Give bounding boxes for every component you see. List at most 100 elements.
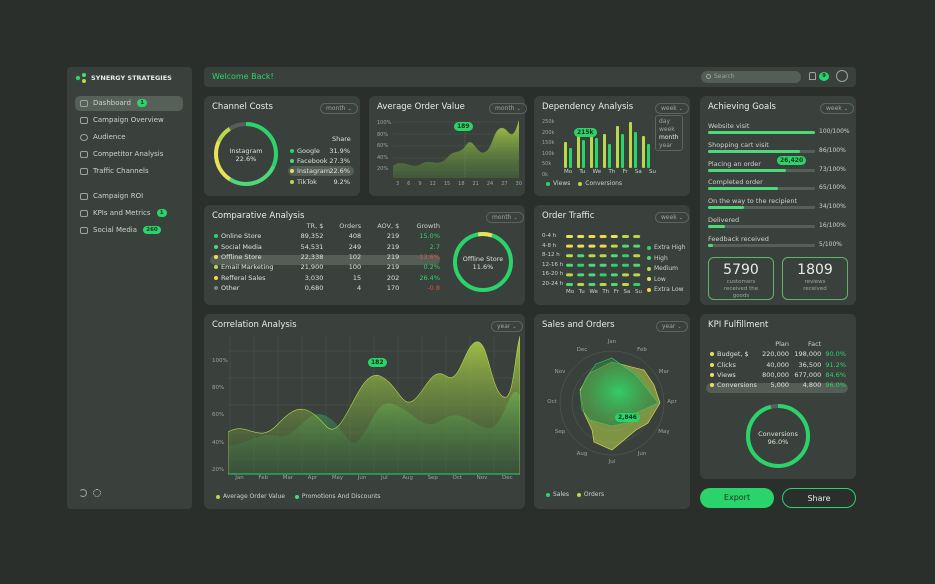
cell-tr: 22,338 bbox=[300, 253, 324, 262]
sidebar-item-competitor-analysis[interactable]: Competitor Analysis bbox=[75, 147, 183, 162]
x-tick: 12 bbox=[429, 181, 436, 187]
col-header: AOV, $ bbox=[377, 222, 400, 231]
offline-store-donut bbox=[453, 232, 513, 292]
sales-legend: Sales Orders bbox=[546, 491, 604, 498]
row-label: Online Store bbox=[221, 232, 262, 241]
y-tick: 80% bbox=[377, 131, 389, 138]
period-select[interactable]: month ⌄ bbox=[489, 103, 527, 114]
table-row[interactable]: Online Store 89,352 408 219 15.0% bbox=[214, 231, 440, 241]
sidebar-item-kpis[interactable]: KPIs and Metrics 1 bbox=[75, 206, 183, 221]
search-input[interactable]: Search bbox=[701, 71, 801, 83]
table-row[interactable]: Offline Store 22,338 102 219 -13.6% bbox=[214, 252, 440, 262]
legend-dot bbox=[546, 181, 550, 186]
goals-tooltip: 26,420 bbox=[777, 156, 807, 165]
x-tick: Sa bbox=[623, 289, 631, 295]
period-select[interactable]: week ⌄ bbox=[820, 103, 854, 114]
export-button[interactable]: Export bbox=[700, 488, 774, 508]
row-name: Other bbox=[214, 283, 284, 293]
period-select[interactable]: month ⌄ bbox=[486, 212, 524, 223]
stat-value: 1809 bbox=[797, 262, 833, 278]
sidebar-item-campaign-overview[interactable]: Campaign Overview bbox=[75, 113, 183, 128]
avatar[interactable] bbox=[836, 70, 848, 82]
goal-label: Delivered bbox=[708, 216, 740, 224]
light-mode-icon[interactable] bbox=[93, 489, 101, 497]
table-row[interactable]: Email Marketing 21,900 100 219 0.2% bbox=[214, 262, 440, 272]
heatmap-cell bbox=[610, 273, 618, 277]
sidebar-item-social-media[interactable]: Social Media 260 bbox=[75, 223, 183, 238]
table-row[interactable]: Refferal Sales 3,030 15 202 26.4% bbox=[214, 272, 440, 282]
period-select[interactable]: week ⌄ bbox=[655, 103, 689, 114]
table-row[interactable]: Social Media 54,531 249 219 2.7 bbox=[214, 242, 440, 252]
period-select[interactable]: week ⌄ bbox=[655, 212, 689, 223]
table-row[interactable]: Clicks 40,000 36,500 91.2% bbox=[710, 360, 846, 370]
goal-value: 73/100% bbox=[819, 165, 846, 173]
table-row[interactable]: Budget, $ 220,000 198,000 90.0% bbox=[710, 349, 846, 359]
x-axis-labels: Mo Tu We Th Fr Sa Su bbox=[564, 169, 656, 175]
traffic-legend: Extra High High Medium Low Extra Low bbox=[647, 243, 686, 296]
radar-month-label: Oct bbox=[547, 399, 557, 405]
dark-mode-icon[interactable] bbox=[79, 489, 87, 497]
period-select[interactable]: year ⌄ bbox=[656, 321, 688, 332]
menu-item-week[interactable]: week bbox=[659, 126, 675, 133]
goal-label: Shopping cart visit bbox=[708, 140, 769, 149]
stat-label: customers received the goods bbox=[723, 279, 759, 299]
share-button[interactable]: Share bbox=[782, 488, 856, 508]
x-axis-labels: 3 6 9 12 15 18 21 24 27 30 bbox=[396, 181, 522, 187]
menu-item-year[interactable]: year bbox=[659, 142, 673, 149]
cell-growth: 15.0% bbox=[419, 232, 440, 241]
table-row[interactable]: Views 800,000 677,000 84.6% bbox=[710, 370, 846, 380]
cell-plan: 40,000 bbox=[766, 360, 790, 369]
heatmap-cell bbox=[610, 283, 618, 286]
legend-dot bbox=[290, 159, 294, 163]
cell-aov: 202 bbox=[386, 273, 400, 282]
heatmap-cell bbox=[577, 283, 585, 286]
menu-item-day[interactable]: day bbox=[659, 118, 671, 125]
table-row[interactable]: Other 0,680 4 170 -0.8 bbox=[214, 283, 440, 293]
table-row[interactable]: Conversions 5,000 4,800 96.0% bbox=[710, 380, 846, 390]
chevron-down-icon: ⌄ bbox=[512, 324, 517, 330]
share-row-instagram[interactable]: Instagram 22.6% bbox=[288, 166, 354, 176]
goal-bar-fill bbox=[708, 225, 726, 228]
row-label: Clicks bbox=[717, 360, 736, 369]
x-tick: 18 bbox=[458, 181, 465, 187]
legend-dot bbox=[647, 245, 651, 250]
badge: 260 bbox=[143, 226, 161, 234]
col-header: Growth bbox=[416, 222, 440, 231]
traffic-heatmap bbox=[566, 235, 641, 286]
y-tick: 100% bbox=[377, 120, 392, 126]
notification-icon[interactable] bbox=[809, 72, 816, 80]
sidebar-item-dashboard[interactable]: Dashboard 1 bbox=[75, 96, 183, 111]
cell-tr: 21,900 bbox=[300, 263, 324, 272]
heatmap-cell bbox=[599, 244, 607, 248]
radar-month-label: Nov bbox=[554, 369, 566, 375]
cell-aov: 219 bbox=[386, 232, 400, 241]
comparative-card: Comparative Analysis month ⌄ TR, $ Orders A… bbox=[204, 205, 525, 305]
competitor-icon bbox=[80, 151, 88, 158]
row-label: 20-24 h bbox=[542, 281, 564, 287]
period-select[interactable]: year ⌄ bbox=[491, 321, 523, 332]
radar-month-label: Mar bbox=[658, 369, 670, 375]
heatmap-cell bbox=[622, 235, 629, 238]
period-select[interactable]: month ⌄ bbox=[320, 103, 358, 114]
heatmap-cell bbox=[633, 235, 641, 238]
sidebar-item-audience[interactable]: Audience bbox=[75, 130, 183, 145]
legend-dot bbox=[214, 265, 218, 270]
x-tick: Dec bbox=[501, 475, 513, 481]
heatmap-cell bbox=[633, 244, 641, 248]
sidebar-item-campaign-roi[interactable]: Campaign ROI bbox=[75, 189, 183, 204]
row-label: Email Marketing bbox=[221, 263, 274, 272]
cell-pct: 91.2% bbox=[825, 360, 846, 369]
heatmap-cell bbox=[588, 263, 596, 267]
share-row-google: Google 31.9% bbox=[290, 147, 354, 155]
menu-item-month[interactable]: month bbox=[659, 134, 679, 141]
sidebar-item-traffic-channels[interactable]: Traffic Channels bbox=[75, 164, 183, 179]
cell-tr: 3,030 bbox=[304, 273, 324, 282]
cell-fact: 198,000 bbox=[794, 350, 822, 359]
stat-value: 5790 bbox=[723, 262, 759, 278]
search-icon bbox=[706, 74, 711, 79]
y-tick: 100k bbox=[542, 150, 555, 157]
period-value: week bbox=[661, 214, 677, 221]
heatmap-cell bbox=[566, 254, 573, 258]
period-menu[interactable]: day week month year bbox=[655, 115, 683, 151]
x-tick: 27 bbox=[501, 181, 508, 187]
